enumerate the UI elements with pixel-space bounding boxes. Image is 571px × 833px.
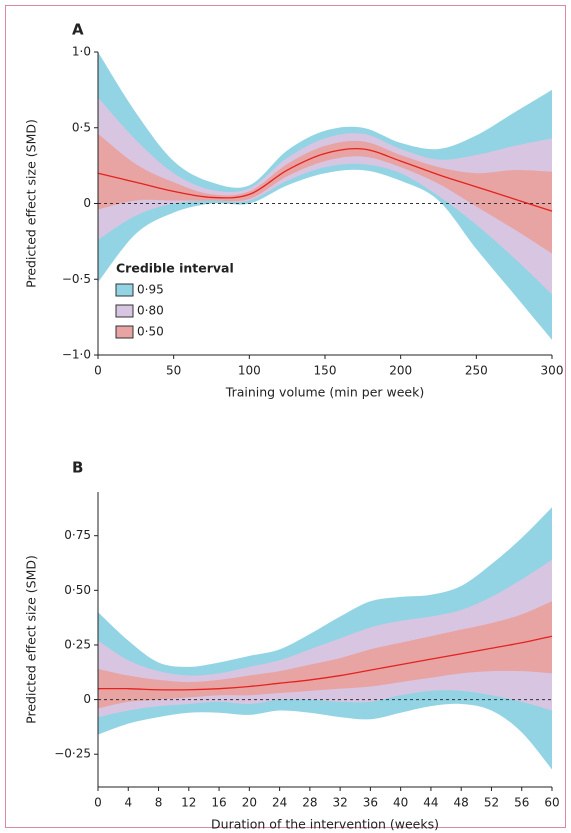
panel-label: B <box>72 459 83 477</box>
x-tick-label: 200 <box>389 364 412 378</box>
y-tick-label: 0·50 <box>64 583 91 597</box>
x-tick-label: 40 <box>393 796 408 810</box>
legend-label: 0·95 <box>137 283 164 297</box>
x-tick-label: 300 <box>541 364 564 378</box>
x-tick-label: 250 <box>465 364 488 378</box>
x-axis-label: Training volume (min per week) <box>225 385 424 400</box>
x-tick-label: 56 <box>514 796 529 810</box>
x-tick-label: 50 <box>166 364 181 378</box>
x-tick-label: 12 <box>181 796 196 810</box>
x-tick-label: 24 <box>272 796 287 810</box>
y-tick-label: 0 <box>83 692 91 706</box>
legend-swatch <box>115 325 134 339</box>
x-tick-label: 20 <box>242 796 257 810</box>
x-tick-label: 16 <box>211 796 226 810</box>
x-tick-label: 52 <box>484 796 499 810</box>
credible-band <box>98 133 552 254</box>
x-tick-label: 48 <box>454 796 469 810</box>
y-axis-label: Predicted effect size (SMD) <box>24 555 39 724</box>
legend-swatch <box>115 304 134 318</box>
y-tick-label: −0·5 <box>62 272 91 286</box>
frame <box>5 5 566 828</box>
y-tick-label: −1·0 <box>62 348 91 362</box>
y-tick-label: −0·25 <box>54 747 91 761</box>
y-axis-label: Predicted effect size (SMD) <box>24 119 39 288</box>
credible-band <box>98 559 552 718</box>
x-tick-label: 28 <box>302 796 317 810</box>
x-tick-label: 32 <box>332 796 347 810</box>
legend-swatch <box>115 283 134 297</box>
x-tick-label: 150 <box>314 364 337 378</box>
legend-label: 0·50 <box>137 325 164 339</box>
y-tick-label: 1·0 <box>72 45 91 59</box>
panel-label: A <box>72 21 84 39</box>
x-tick-label: 44 <box>423 796 438 810</box>
legend-label: 0·80 <box>137 304 164 318</box>
y-tick-label: 0·5 <box>72 120 91 134</box>
x-tick-label: 60 <box>544 796 559 810</box>
y-tick-label: 0 <box>83 196 91 210</box>
y-tick-label: 0·25 <box>64 637 91 651</box>
y-tick-label: 0·75 <box>64 528 91 542</box>
legend-title: Credible interval <box>116 261 234 276</box>
x-tick-label: 0 <box>94 796 102 810</box>
credible-band <box>98 601 552 709</box>
median-line <box>97 147 553 212</box>
x-tick-label: 100 <box>238 364 261 378</box>
x-tick-label: 36 <box>363 796 378 810</box>
x-axis-label: Duration of the intervention (weeks) <box>211 817 439 832</box>
x-tick-label: 0 <box>94 364 102 378</box>
x-tick-label: 4 <box>124 796 132 810</box>
median-line <box>97 635 553 691</box>
credible-band <box>98 507 552 770</box>
x-tick-label: 8 <box>155 796 163 810</box>
